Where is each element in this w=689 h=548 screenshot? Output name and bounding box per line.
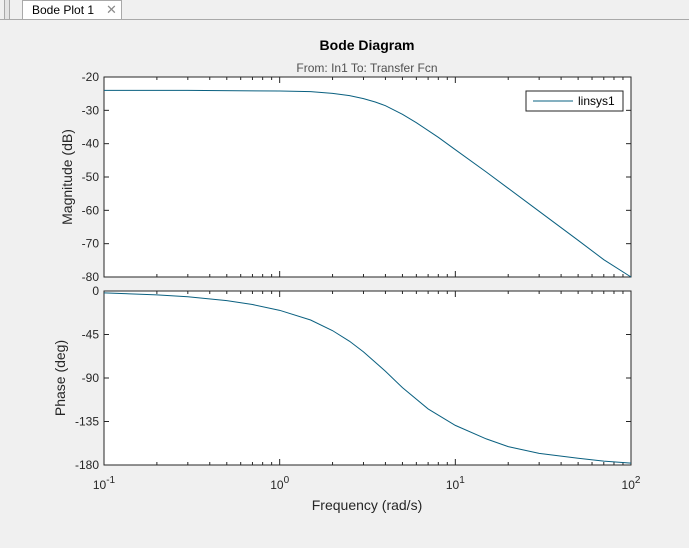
phase-y-tick-label-1: -45 — [82, 328, 100, 342]
x-tick-label-1: 100 — [270, 475, 289, 492]
tab-bar: Bode Plot 1 ✕ — [0, 0, 689, 20]
magnitude-y-tick-labels: -20 -30 -40 -50 -60 -70 -80 — [82, 70, 100, 284]
magnitude-y-tick-label-4: -60 — [82, 203, 100, 217]
phase-plot-area — [103, 290, 632, 466]
phase-y-tick-label-4: -180 — [75, 458, 99, 472]
x-tick-label-3: 102 — [622, 475, 641, 492]
chart-title: Bode Diagram — [320, 37, 415, 53]
phase-y-axis-label: Phase (deg) — [52, 340, 68, 416]
legend[interactable]: linsys1 — [525, 90, 624, 112]
x-tick-label-2: 101 — [446, 475, 465, 492]
legend-label-linsys1: linsys1 — [578, 94, 615, 108]
magnitude-ticks — [103, 76, 632, 278]
tab-scroll-stub[interactable] — [4, 0, 10, 19]
chart-subtitle: From: In1 To: Transfer Fcn — [296, 61, 437, 75]
magnitude-y-tick-label-3: -50 — [82, 170, 100, 184]
tab-bode-plot-1[interactable]: Bode Plot 1 ✕ — [22, 0, 122, 20]
phase-y-tick-label-0: 0 — [92, 284, 99, 298]
magnitude-y-tick-label-5: -70 — [82, 237, 100, 251]
x-axis-label: Frequency (rad/s) — [312, 497, 422, 513]
phase-axes: 0 -45 -90 -135 -180 Phase (deg) — [52, 284, 632, 472]
tab-bar-divider — [0, 19, 689, 20]
magnitude-axes: -20 -30 -40 -50 -60 -70 -80 Magnitude (dB) lin… — [59, 70, 632, 284]
magnitude-series-line-linsys1 — [104, 89, 632, 278]
legend-box — [525, 90, 624, 112]
magnitude-y-tick-label-2: -40 — [82, 137, 100, 151]
magnitude-y-tick-label-0: -20 — [82, 70, 100, 84]
tab-label: Bode Plot 1 — [32, 3, 95, 17]
close-icon[interactable]: ✕ — [106, 2, 117, 17]
magnitude-y-tick-label-1: -30 — [82, 103, 100, 117]
x-tick-label-0: 10-1 — [93, 475, 116, 492]
magnitude-y-tick-label-6: -80 — [82, 270, 100, 284]
phase-y-tick-label-3: -135 — [75, 415, 99, 429]
phase-y-tick-label-2: -90 — [82, 371, 100, 385]
magnitude-y-axis-label: Magnitude (dB) — [59, 129, 75, 225]
phase-series-line-linsys1 — [103, 292, 632, 464]
x-tick-labels: 10-1 100 101 102 — [93, 475, 641, 492]
phase-ticks — [103, 290, 632, 466]
phase-y-tick-labels: 0 -45 -90 -135 -180 — [75, 284, 99, 472]
bode-plot-figure: Bode Diagram From: In1 To: Transfer Fcn … — [0, 20, 689, 548]
